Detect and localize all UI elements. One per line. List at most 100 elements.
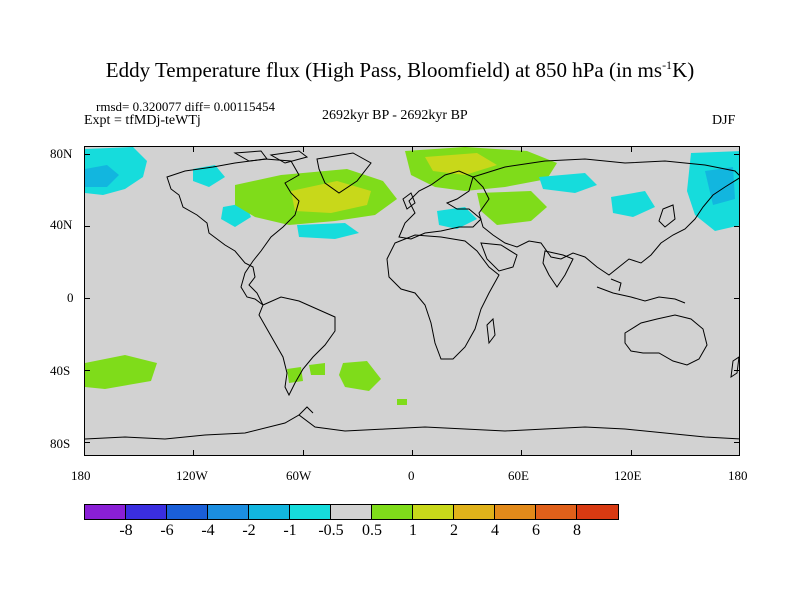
stats-text: rmsd= 0.320077 diff= 0.00115454: [96, 99, 275, 114]
experiment-label: Expt = tfMDj-teWTj: [84, 113, 201, 128]
lon-label-60w: 60W: [286, 468, 312, 483]
axis-tick: [84, 226, 90, 227]
colorbar-label: 1: [409, 522, 417, 539]
colorbar-label: 8: [573, 522, 581, 539]
axis-tick: [739, 146, 740, 152]
colorbar-box: [249, 505, 290, 519]
colorbar-label: -1: [283, 522, 297, 539]
anomaly-negative-mediterranean: [437, 207, 477, 229]
colorbar-label: 0.5: [362, 522, 382, 539]
anomaly-positive-south-pacific: [85, 355, 157, 389]
coast-new-zealand: [730, 356, 739, 379]
anomaly-negative-east-asia: [611, 191, 655, 217]
lat-label-80n: 80N: [50, 146, 73, 161]
lat-label-40s: 40S: [50, 363, 71, 378]
anomaly-positive-south-pacific-small: [309, 363, 325, 375]
axis-tick: [84, 146, 85, 152]
axis-tick: [734, 298, 740, 299]
colorbar-box: [208, 505, 249, 519]
coast-uk: [402, 192, 416, 210]
colorbar-box: [167, 505, 208, 519]
coast-antarctic-peninsula: [298, 406, 314, 416]
colorbar-box: [372, 505, 413, 519]
axis-tick: [521, 450, 522, 456]
coast-indonesia: [596, 278, 686, 304]
lon-label-0: 0: [408, 468, 415, 483]
lon-label-120w: 120W: [176, 468, 208, 483]
coast-asia: [472, 158, 739, 276]
coast-arabia: [480, 242, 518, 272]
map-panel: [84, 146, 740, 456]
colorbar-label: 6: [532, 522, 540, 539]
anomaly-negative-atlantic-south: [297, 223, 359, 239]
axis-tick: [631, 450, 632, 456]
colorbar-box: [331, 505, 372, 519]
colorbar-label: -2: [242, 522, 256, 539]
colorbar-box: [85, 505, 126, 519]
lat-label-80s: 80S: [50, 436, 71, 451]
anomaly-positive-south-ocean: [397, 399, 407, 405]
colorbar-label: 2: [450, 522, 458, 539]
coast-north-america: [166, 158, 300, 306]
axis-tick: [734, 442, 740, 443]
colorbar-box: [454, 505, 495, 519]
lon-label-60e: 60E: [508, 468, 529, 483]
coast-greenland: [316, 152, 372, 194]
lat-label-40n: 40N: [50, 217, 73, 232]
coast-japan: [658, 204, 676, 228]
coast-south-america: [258, 296, 336, 397]
coast-africa: [386, 234, 500, 360]
colorbar-box: [495, 505, 536, 519]
anomaly-positive-atlantic-core: [291, 181, 371, 213]
anomaly-positive-patagonia: [287, 367, 303, 383]
axis-tick: [521, 146, 522, 152]
anomaly-positive-europe-core: [425, 153, 497, 175]
axis-tick: [84, 370, 90, 371]
anomaly-positive-central-asia: [477, 191, 547, 225]
axis-tick: [303, 450, 304, 456]
anomaly-negative-siberia: [539, 173, 597, 193]
lat-label-0: 0: [67, 290, 74, 305]
colorbar-label: -4: [201, 522, 215, 539]
lon-label-180w: 180: [71, 468, 91, 483]
lon-label-120e: 120E: [614, 468, 642, 483]
colorbar-label: 4: [491, 522, 499, 539]
axis-tick: [412, 146, 413, 152]
colorbar: [84, 504, 619, 520]
axis-tick: [303, 146, 304, 152]
axis-tick: [84, 450, 85, 456]
colorbar-label: -6: [160, 522, 174, 539]
colorbar-label: -0.5: [318, 522, 344, 539]
anomaly-negative-alaska: [193, 165, 225, 187]
lon-label-180e: 180: [728, 468, 748, 483]
axis-tick: [412, 450, 413, 456]
axis-tick: [631, 146, 632, 152]
axis-tick: [734, 154, 740, 155]
coast-india: [542, 250, 574, 288]
colorbar-box: [536, 505, 577, 519]
period-label: 2692kyr BP - 2692kyr BP: [322, 108, 468, 123]
axis-tick: [739, 450, 740, 456]
axis-tick: [84, 442, 90, 443]
colorbar-box: [126, 505, 167, 519]
anomaly-field: [85, 147, 739, 405]
coast-australia: [624, 314, 708, 366]
axis-tick: [84, 154, 90, 155]
coast-madagascar: [486, 317, 496, 345]
axis-tick: [734, 226, 740, 227]
colorbar-box: [290, 505, 331, 519]
anomaly-negative-pacific-core: [85, 165, 119, 187]
axis-tick: [193, 450, 194, 456]
plot-title: Eddy Temperature flux (High Pass, Bloomf…: [105, 58, 695, 82]
axis-tick: [734, 370, 740, 371]
colorbar-box: [577, 505, 618, 519]
axis-tick: [193, 146, 194, 152]
coast-arctic-islands: [233, 150, 309, 164]
coast-antarctica: [85, 414, 739, 440]
map-canvas: [85, 147, 739, 440]
anomaly-positive-south-atlantic: [339, 361, 381, 391]
colorbar-label: -8: [119, 522, 133, 539]
axis-tick: [84, 298, 90, 299]
season-label: DJF: [712, 113, 736, 128]
colorbar-box: [413, 505, 454, 519]
